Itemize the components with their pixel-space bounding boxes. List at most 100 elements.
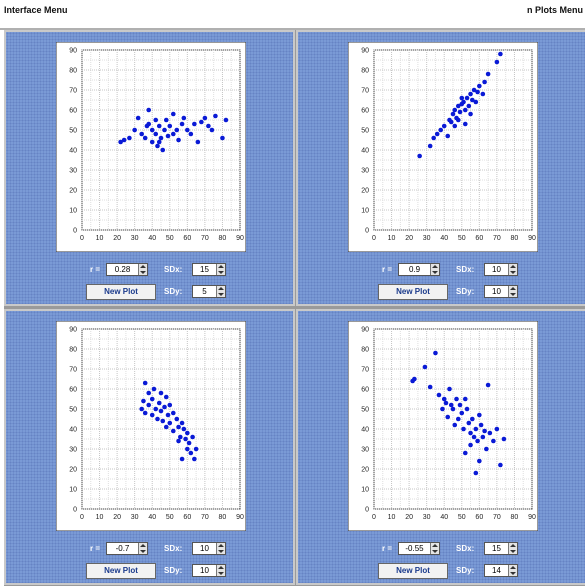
data-point (118, 139, 123, 145)
data-point (220, 135, 225, 141)
data-point (163, 424, 169, 430)
data-point (473, 426, 479, 432)
spinner-arrows-icon[interactable] (508, 286, 517, 297)
data-point (466, 103, 472, 109)
data-point (440, 406, 445, 412)
data-point (427, 384, 433, 390)
r-label: r = (90, 265, 101, 274)
interface-menu[interactable]: Interface Menu (4, 5, 68, 15)
data-point (176, 137, 181, 143)
spinner-arrows-icon[interactable] (216, 543, 225, 554)
data-point (149, 127, 155, 133)
data-point (441, 123, 447, 129)
scatter-plot-svg: 0 10 20 30 40 50 60 70 80 90 0 10 20 30 40 50 60 70 80 90 (56, 321, 246, 531)
r-spinner[interactable]: -0.7 (106, 542, 148, 555)
spinner-arrows-icon[interactable] (508, 565, 517, 576)
data-point (146, 390, 152, 396)
r-spinner[interactable]: 0.28 (106, 263, 148, 276)
data-point (167, 402, 173, 408)
spinner-arrows-icon[interactable] (508, 264, 517, 275)
scatter-panel: 0 10 20 30 40 50 60 70 80 90 0 10 20 30 40 50 60 70 80 90 r … (296, 309, 585, 585)
scatter-plot-svg: 0 10 20 30 40 50 60 70 80 90 0 10 20 30 40 50 60 70 80 90 (348, 42, 538, 252)
data-point (179, 121, 185, 127)
x-tick-label: 50 (458, 235, 466, 242)
data-point (139, 131, 144, 137)
sdx-spinner[interactable]: 15 (192, 263, 226, 276)
data-point (139, 406, 144, 412)
data-point (188, 450, 194, 456)
data-point (475, 89, 480, 95)
data-point (155, 143, 160, 149)
y-tick-label: 70 (361, 88, 369, 95)
spinner-arrows-icon[interactable] (508, 543, 517, 554)
y-tick-label: 30 (361, 168, 369, 175)
data-point (162, 127, 167, 133)
r-spinner[interactable]: 0.9 (398, 263, 440, 276)
scatter-plot: 0 10 20 30 40 50 60 70 80 90 0 10 20 30 40 50 60 70 80 90 (348, 42, 538, 252)
y-tick-label: 80 (69, 347, 77, 354)
spinner-arrows-icon[interactable] (138, 543, 147, 554)
plots-menu[interactable]: n Plots Menu (527, 5, 583, 15)
spinner-arrows-icon[interactable] (430, 264, 439, 275)
data-point (158, 135, 164, 141)
panel-controls: r = 0.9 SDx: 10 New Plot SDy: 10 (298, 258, 585, 308)
sdy-spinner[interactable]: 10 (192, 564, 226, 577)
x-tick-label: 10 (388, 514, 396, 521)
sdy-spinner[interactable]: 5 (192, 285, 226, 298)
data-point (160, 418, 166, 424)
data-point (193, 446, 199, 452)
data-point (491, 438, 496, 444)
spinner-arrows-icon[interactable] (138, 264, 147, 275)
x-tick-label: 60 (183, 514, 191, 521)
data-point (170, 410, 176, 416)
sdx-value: 10 (200, 544, 209, 553)
data-point (464, 406, 470, 412)
data-point (433, 350, 438, 356)
sdx-label: SDx: (164, 265, 183, 274)
data-point (179, 456, 185, 462)
data-point (473, 470, 479, 476)
data-point (450, 406, 456, 412)
data-point (170, 111, 176, 117)
data-point (441, 396, 447, 402)
r-spinner[interactable]: -0.55 (398, 542, 440, 555)
new-plot-button[interactable]: New Plot (86, 284, 156, 300)
data-point (482, 428, 487, 434)
data-point (178, 434, 183, 440)
spinner-arrows-icon[interactable] (216, 565, 225, 576)
data-point (174, 416, 180, 422)
x-tick-label: 70 (201, 514, 209, 521)
y-tick-label: 0 (365, 507, 369, 514)
data-point (167, 420, 173, 426)
y-tick-label: 10 (361, 208, 369, 215)
data-point (153, 131, 159, 137)
data-point (149, 396, 155, 402)
y-tick-label: 40 (361, 148, 369, 155)
sdx-spinner[interactable]: 10 (192, 542, 226, 555)
sdx-spinner[interactable]: 15 (484, 542, 518, 555)
new-plot-button[interactable]: New Plot (86, 563, 156, 579)
data-point (455, 416, 461, 422)
data-point (160, 147, 166, 153)
spinner-arrows-icon[interactable] (216, 286, 225, 297)
data-point (470, 97, 475, 103)
data-point (185, 446, 190, 452)
y-tick-label: 30 (361, 447, 369, 454)
x-tick-label: 90 (236, 514, 244, 521)
new-plot-button[interactable]: New Plot (378, 284, 448, 300)
sdx-spinner[interactable]: 10 (484, 263, 518, 276)
y-tick-label: 20 (69, 467, 77, 474)
data-point (163, 117, 169, 123)
data-point (485, 382, 491, 388)
x-tick-label: 40 (148, 514, 156, 521)
x-tick-label: 60 (183, 235, 191, 242)
spinner-arrows-icon[interactable] (430, 543, 439, 554)
data-point (149, 412, 155, 418)
spinner-arrows-icon[interactable] (216, 264, 225, 275)
new-plot-button[interactable]: New Plot (378, 563, 448, 579)
data-point (494, 59, 500, 65)
x-tick-label: 40 (440, 235, 448, 242)
data-point (156, 139, 162, 145)
sdy-spinner[interactable]: 10 (484, 285, 518, 298)
sdy-spinner[interactable]: 14 (484, 564, 518, 577)
